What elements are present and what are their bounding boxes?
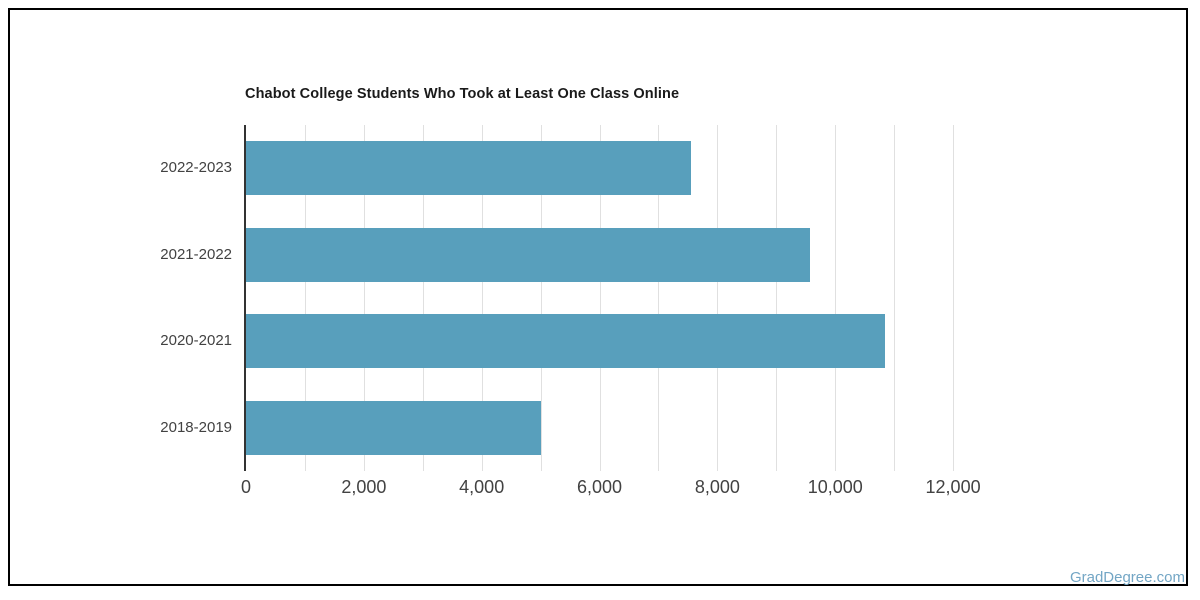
gridline [599,125,601,471]
gridline [422,125,424,471]
y-axis-label: 2018-2019 [160,418,232,436]
gridline [363,125,365,471]
x-axis-tick-label: 0 [240,477,251,497]
x-axis-tick-label: 4,000 [459,477,505,497]
y-axis-line [244,125,246,471]
gridline [540,125,542,471]
gridline [717,125,719,471]
x-axis-labels: 0 2,000 4,000 6,000 8,000 10,000 12,000 [0,477,1200,503]
y-axis-labels: 2022-2023 2021-2022 2020-2021 2018-2019 [0,0,232,600]
bar[interactable] [246,314,885,369]
x-axis-tick-label: 10,000 [807,477,863,497]
y-axis-label: 2020-2021 [160,332,232,350]
x-axis-tick-label: 12,000 [925,477,981,497]
gridline [304,125,306,471]
gridline [481,125,483,471]
bar[interactable] [246,227,811,282]
x-axis-tick-label: 6,000 [577,477,623,497]
x-axis-tick-label: 8,000 [694,477,740,497]
y-axis-label: 2022-2023 [160,159,232,177]
gridline [658,125,660,471]
y-axis-label: 2021-2022 [160,245,232,263]
chart-title: Chabot College Students Who Took at Leas… [245,86,680,102]
gridline [953,125,955,471]
brand-link[interactable]: GradDegree.com [1069,569,1185,586]
gridline [776,125,778,471]
bar[interactable] [246,141,691,196]
bar[interactable] [246,400,541,455]
x-axis-tick-label: 2,000 [341,477,387,497]
plot-area [244,125,1012,471]
gridline [835,125,837,471]
gridline [894,125,896,471]
